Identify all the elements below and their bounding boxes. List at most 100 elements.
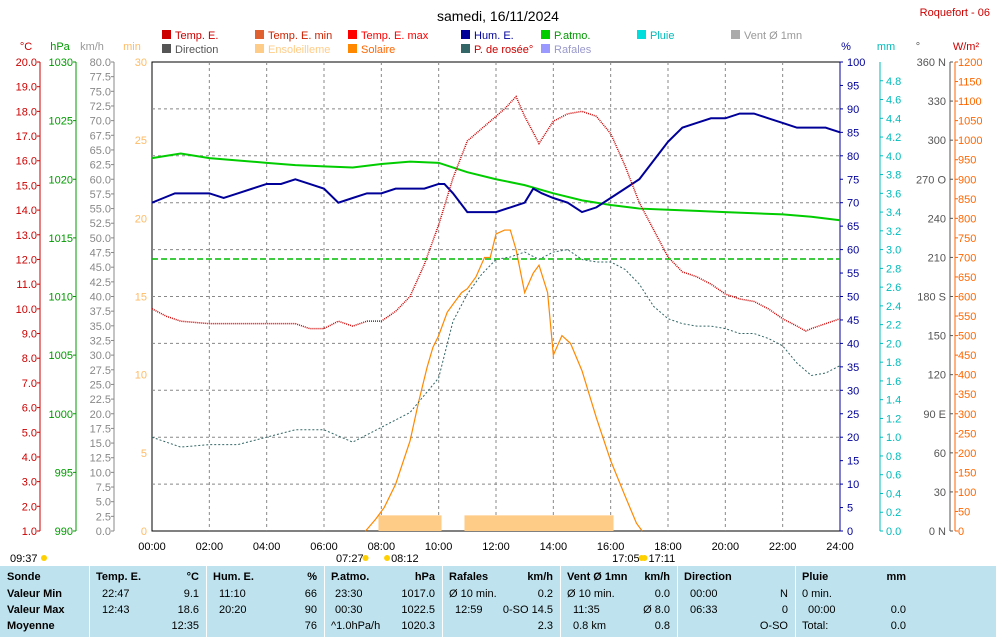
sun-time-label: 17:11: [648, 553, 675, 565]
pluie-max-value: 0.0: [890, 604, 906, 616]
temp-axis-tick-label: 11.0: [16, 279, 37, 291]
dir-axis-tick-label: 360 N: [917, 57, 946, 69]
dir-axis-tick-label: 270 O: [916, 174, 946, 186]
patmo-axis-tick-label: 1010: [49, 292, 73, 304]
pluie-axis-tick-label: 2.0: [886, 338, 901, 350]
legend-label: P. de rosée°: [474, 44, 533, 56]
pluie-total-label: Total:: [802, 620, 829, 632]
direction-max-value: 0: [781, 604, 788, 616]
axis-unit-label: W/m²: [953, 41, 980, 53]
vent-axis-tick-label: 5.0: [96, 497, 111, 509]
vent-axis-tick-label: 15.0: [90, 438, 111, 450]
hum-axis-tick-label: 75: [847, 174, 859, 186]
solar-axis-tick-label: 450: [958, 350, 976, 362]
dir-axis-tick-label: 210: [928, 252, 946, 264]
vent-axis-tick-label: 70.0: [90, 116, 111, 128]
dir-axis-tick-label: 60: [934, 448, 946, 460]
solar-axis-tick-label: 500: [958, 331, 976, 343]
dir-axis-tick-label: 240: [928, 213, 946, 225]
axis-unit-label: °: [916, 41, 920, 53]
hum-axis-tick-label: 70: [847, 198, 859, 210]
x-tick-label: 06:00: [310, 541, 338, 553]
vent-10min-value: 0.0: [654, 588, 670, 600]
col-pluie: Pluie mm 0 min. 00:00 0.0 Total: 0.0: [795, 566, 914, 637]
sun-tick-label: 30: [135, 57, 147, 69]
hum-axis-tick-label: 15: [847, 456, 859, 468]
vent-10min-label: Ø 10 min.: [567, 588, 615, 600]
vent-axis-tick-label: 72.5: [90, 101, 111, 113]
dir-axis-tick-label: 120: [928, 370, 946, 382]
legend-label: Direction: [175, 44, 218, 56]
legend-swatch: [541, 44, 550, 53]
sun-time-label: 07:27: [336, 553, 364, 565]
chart-legend: Temp. E. Temp. E. min Temp. E. max Hum. E. P…: [162, 30, 802, 56]
temp-unit: °C: [186, 571, 199, 583]
sunshine-span: [464, 515, 614, 531]
chart-grid: [152, 62, 840, 531]
legend-label: P.atmo.: [554, 30, 591, 42]
hum-axis-tick-label: 80: [847, 151, 859, 163]
solar-axis-tick-label: 600: [958, 292, 976, 304]
temp-axis-tick-label: 10.0: [16, 304, 37, 316]
vent-axis-tick-label: 2.5: [96, 511, 111, 523]
vent-axis-tick-label: 22.5: [90, 394, 111, 406]
x-tick-label: 02:00: [196, 541, 224, 553]
pluie-axis-tick-label: 4.0: [886, 151, 901, 163]
stats-table: Sonde Valeur Min Valeur Max Moyenne Temp…: [0, 566, 996, 637]
legend-swatch: [348, 44, 357, 53]
vent-axis-tick-label: 42.5: [90, 277, 111, 289]
patmo-axis-tick-label: 1015: [49, 233, 73, 245]
dir-axis-tick-label: 180 S: [917, 292, 946, 304]
patmo-axis-tick-label: 1025: [49, 116, 73, 128]
hum-axis-tick-label: 100: [847, 57, 865, 69]
vent-axis-tick-label: 77.5: [90, 72, 111, 84]
hum-axis-tick-label: 60: [847, 245, 859, 257]
hum-axis-tick-label: 25: [847, 409, 859, 421]
pluie-max-time: 00:00: [808, 604, 836, 616]
rafales-unit: km/h: [527, 571, 553, 583]
temp-max-time: 12:43: [102, 604, 130, 616]
temp-axis-tick-label: 7.0: [22, 378, 37, 390]
legend-swatch: [541, 30, 550, 39]
vent-axis-tick-label: 60.0: [90, 174, 111, 186]
direction-header: Direction: [684, 571, 732, 583]
pluie-axis-tick-label: 2.4: [886, 301, 901, 313]
col-direction: Direction 00:00 N 06:33 0 O-SO: [677, 566, 796, 637]
day-start-marker: [41, 555, 47, 561]
x-tick-label: 12:00: [482, 541, 510, 553]
hum-avg-value: 76: [304, 620, 317, 632]
sun-time-label: 08:12: [391, 553, 419, 565]
sun-tick-label: 25: [135, 135, 147, 147]
x-tick-label: 24:00: [826, 541, 854, 553]
sun-marker: [362, 555, 369, 561]
solar-axis-tick-label: 0: [958, 526, 964, 538]
temp-header: Temp. E.: [96, 571, 142, 583]
pluie-total-value: 0.0: [890, 620, 906, 632]
temp-axis-tick-label: 3.0: [22, 477, 37, 489]
axis-unit-label: km/h: [80, 41, 104, 53]
direction-max-time: 06:33: [690, 604, 718, 616]
vent-axis-tick-label: 20.0: [90, 409, 111, 421]
vent-axis-tick-label: 65.0: [90, 145, 111, 157]
x-tick-label: 10:00: [425, 541, 453, 553]
patmo-unit: hPa: [414, 571, 435, 583]
sun-tick-label: 10: [135, 370, 147, 382]
sonde-row-min: Valeur Min: [7, 588, 63, 600]
legend-swatch: [461, 30, 470, 39]
temp-axis-tick-label: 20.0: [16, 57, 37, 69]
col-temp: Temp. E. °C 22:47 9.1 12:43 18.6 12:35: [89, 566, 207, 637]
hum-min-value: 66: [304, 588, 317, 600]
temp-axis-tick-label: 2.0: [22, 501, 37, 513]
chart-series: [151, 95, 841, 532]
axis-unit-label: min: [123, 41, 141, 53]
vent-distance: 0.8 km: [573, 620, 607, 632]
rafales-max-value: 0-SO 14.5: [502, 604, 553, 616]
pluie-axis-tick-label: 3.2: [886, 226, 901, 238]
dir-axis-tick-label: 150: [928, 331, 946, 343]
pluie-axis-tick-label: 0.6: [886, 470, 901, 482]
temp-axis-tick-label: 17.0: [16, 131, 37, 143]
solar-axis-tick-label: 1050: [958, 116, 982, 128]
hum-axis-tick-label: 85: [847, 127, 859, 139]
solar-axis-tick-label: 800: [958, 213, 976, 225]
hum-axis-tick-label: 45: [847, 315, 859, 327]
